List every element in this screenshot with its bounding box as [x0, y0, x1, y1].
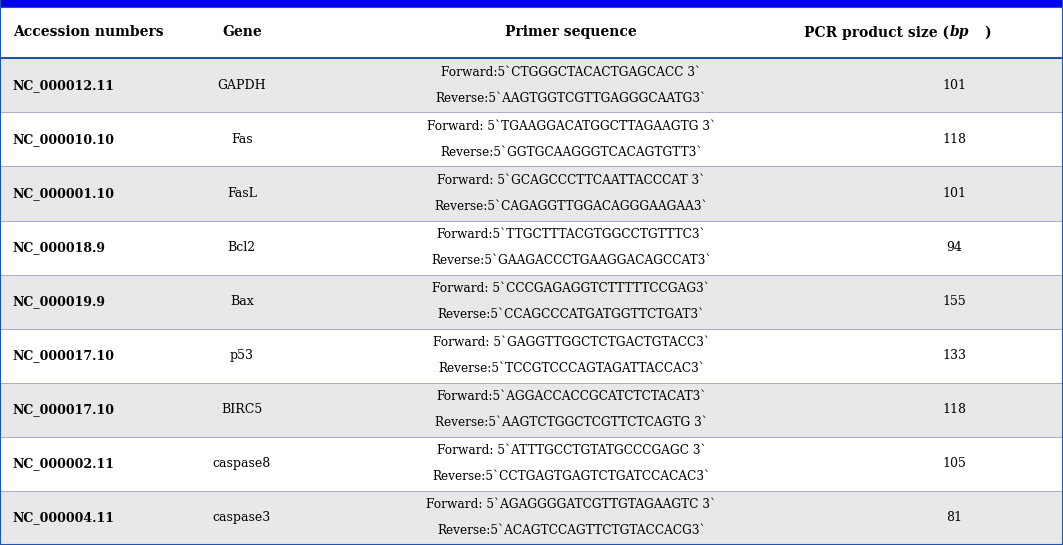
Text: 133: 133: [942, 349, 966, 362]
Text: 81: 81: [946, 511, 962, 524]
Bar: [0, 383, 1063, 437]
Text: GAPDH: GAPDH: [218, 79, 266, 92]
Bar: [0, 7, 1063, 58]
Text: 105: 105: [942, 457, 966, 470]
Text: Forward: 5`AGAGGGGATCGTTGTAGAAGTC 3`: Forward: 5`AGAGGGGATCGTTGTAGAAGTC 3`: [426, 499, 716, 512]
Text: NC_000010.10: NC_000010.10: [13, 133, 115, 146]
Text: 101: 101: [942, 187, 966, 200]
Text: Forward: 5`CCCGAGAGGTCTTTTTCCGAG3`: Forward: 5`CCCGAGAGGTCTTTTTCCGAG3`: [433, 282, 710, 295]
Text: FasL: FasL: [226, 187, 257, 200]
Bar: [0, 491, 1063, 545]
Text: ): ): [984, 26, 991, 39]
Bar: [0, 0, 1063, 7]
Text: Forward:5`TTGCTTTACGTGGCCTGTTTC3`: Forward:5`TTGCTTTACGTGGCCTGTTTC3`: [437, 228, 706, 241]
Text: Forward: 5`GAGGTTGGCTCTGACTGTACC3`: Forward: 5`GAGGTTGGCTCTGACTGTACC3`: [433, 336, 710, 349]
Text: 101: 101: [942, 79, 966, 92]
Text: NC_000017.10: NC_000017.10: [13, 349, 115, 362]
Text: Reverse:5`CAGAGGTTGGACAGGGAAGAA3`: Reverse:5`CAGAGGTTGGACAGGGAAGAA3`: [435, 200, 708, 213]
Text: Forward:5`AGGACCACCGCATCTCTACAT3`: Forward:5`AGGACCACCGCATCTCTACAT3`: [436, 390, 707, 403]
Text: PCR product size (: PCR product size (: [804, 25, 948, 40]
Bar: [0, 112, 1063, 166]
Text: NC_000019.9: NC_000019.9: [13, 295, 105, 308]
Bar: [0, 329, 1063, 383]
Text: NC_000004.11: NC_000004.11: [13, 511, 115, 524]
Text: 94: 94: [946, 241, 962, 254]
Text: Gene: Gene: [222, 26, 261, 39]
Text: 118: 118: [942, 133, 966, 146]
Text: NC_000017.10: NC_000017.10: [13, 403, 115, 416]
Text: NC_000001.10: NC_000001.10: [13, 187, 115, 200]
Bar: [0, 58, 1063, 112]
Text: Forward:5`CTGGGCTACACTGAGCACC 3`: Forward:5`CTGGGCTACACTGAGCACC 3`: [441, 66, 702, 79]
Text: Bcl2: Bcl2: [227, 241, 256, 254]
Text: Primer sequence: Primer sequence: [506, 26, 637, 39]
Text: Bax: Bax: [230, 295, 254, 308]
Text: bp: bp: [950, 26, 969, 39]
Text: caspase3: caspase3: [213, 511, 271, 524]
Text: BIRC5: BIRC5: [221, 403, 263, 416]
Text: Forward: 5`GCAGCCCTTCAATTACCCAT 3`: Forward: 5`GCAGCCCTTCAATTACCCAT 3`: [437, 174, 706, 187]
Bar: [0, 275, 1063, 329]
Bar: [0, 437, 1063, 491]
Text: Reverse:5`GGTGCAAGGGTCACAGTGTT3`: Reverse:5`GGTGCAAGGGTCACAGTGTT3`: [440, 146, 703, 159]
Text: Reverse:5`TCCGTCCCAGTAGATTACCAC3`: Reverse:5`TCCGTCCCAGTAGATTACCAC3`: [438, 362, 705, 375]
Text: Forward: 5`TGAAGGACATGGCTTAGAAGTG 3`: Forward: 5`TGAAGGACATGGCTTAGAAGTG 3`: [427, 120, 715, 133]
Bar: [0, 221, 1063, 275]
Text: 155: 155: [942, 295, 966, 308]
Text: Accession numbers: Accession numbers: [13, 26, 164, 39]
Text: p53: p53: [230, 349, 254, 362]
Text: 118: 118: [942, 403, 966, 416]
Text: NC_000012.11: NC_000012.11: [13, 79, 115, 92]
Text: NC_000018.9: NC_000018.9: [13, 241, 105, 254]
Text: Fas: Fas: [231, 133, 253, 146]
Text: Reverse:5`AAGTCTGGCTCGTTCTCAGTG 3`: Reverse:5`AAGTCTGGCTCGTTCTCAGTG 3`: [435, 416, 708, 429]
Text: Reverse:5`ACAGTCCAGTTCTGTACCACG3`: Reverse:5`ACAGTCCAGTTCTGTACCACG3`: [437, 524, 706, 537]
Text: caspase8: caspase8: [213, 457, 271, 470]
Text: Reverse:5`AAGTGGTCGTTGAGGGCAATG3`: Reverse:5`AAGTGGTCGTTGAGGGCAATG3`: [436, 92, 707, 105]
Text: Reverse:5`GAAGACCCTGAAGGACAGCCAT3`: Reverse:5`GAAGACCCTGAAGGACAGCCAT3`: [432, 254, 711, 267]
Text: Forward: 5`ATTTGCCTGTATGCCCGAGC 3`: Forward: 5`ATTTGCCTGTATGCCCGAGC 3`: [437, 444, 706, 457]
Bar: [0, 166, 1063, 221]
Text: Reverse:5`CCTGAGTGAGTCTGATCCACAC3`: Reverse:5`CCTGAGTGAGTCTGATCCACAC3`: [433, 470, 710, 483]
Text: Reverse:5`CCAGCCCATGATGGTTCTGAT3`: Reverse:5`CCAGCCCATGATGGTTCTGAT3`: [438, 308, 705, 321]
Text: NC_000002.11: NC_000002.11: [13, 457, 115, 470]
